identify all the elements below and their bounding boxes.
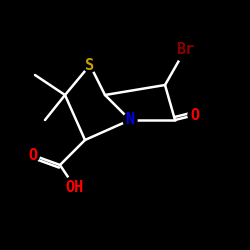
Circle shape [64, 176, 86, 199]
Text: Br: Br [176, 42, 194, 58]
Text: O: O [28, 148, 37, 162]
Text: OH: OH [66, 180, 84, 195]
Text: O: O [190, 108, 200, 122]
Circle shape [83, 58, 97, 72]
Text: S: S [86, 58, 94, 72]
Circle shape [188, 108, 202, 122]
Circle shape [123, 113, 137, 127]
Circle shape [174, 38, 197, 62]
Circle shape [26, 148, 40, 162]
Text: N: N [126, 112, 134, 128]
